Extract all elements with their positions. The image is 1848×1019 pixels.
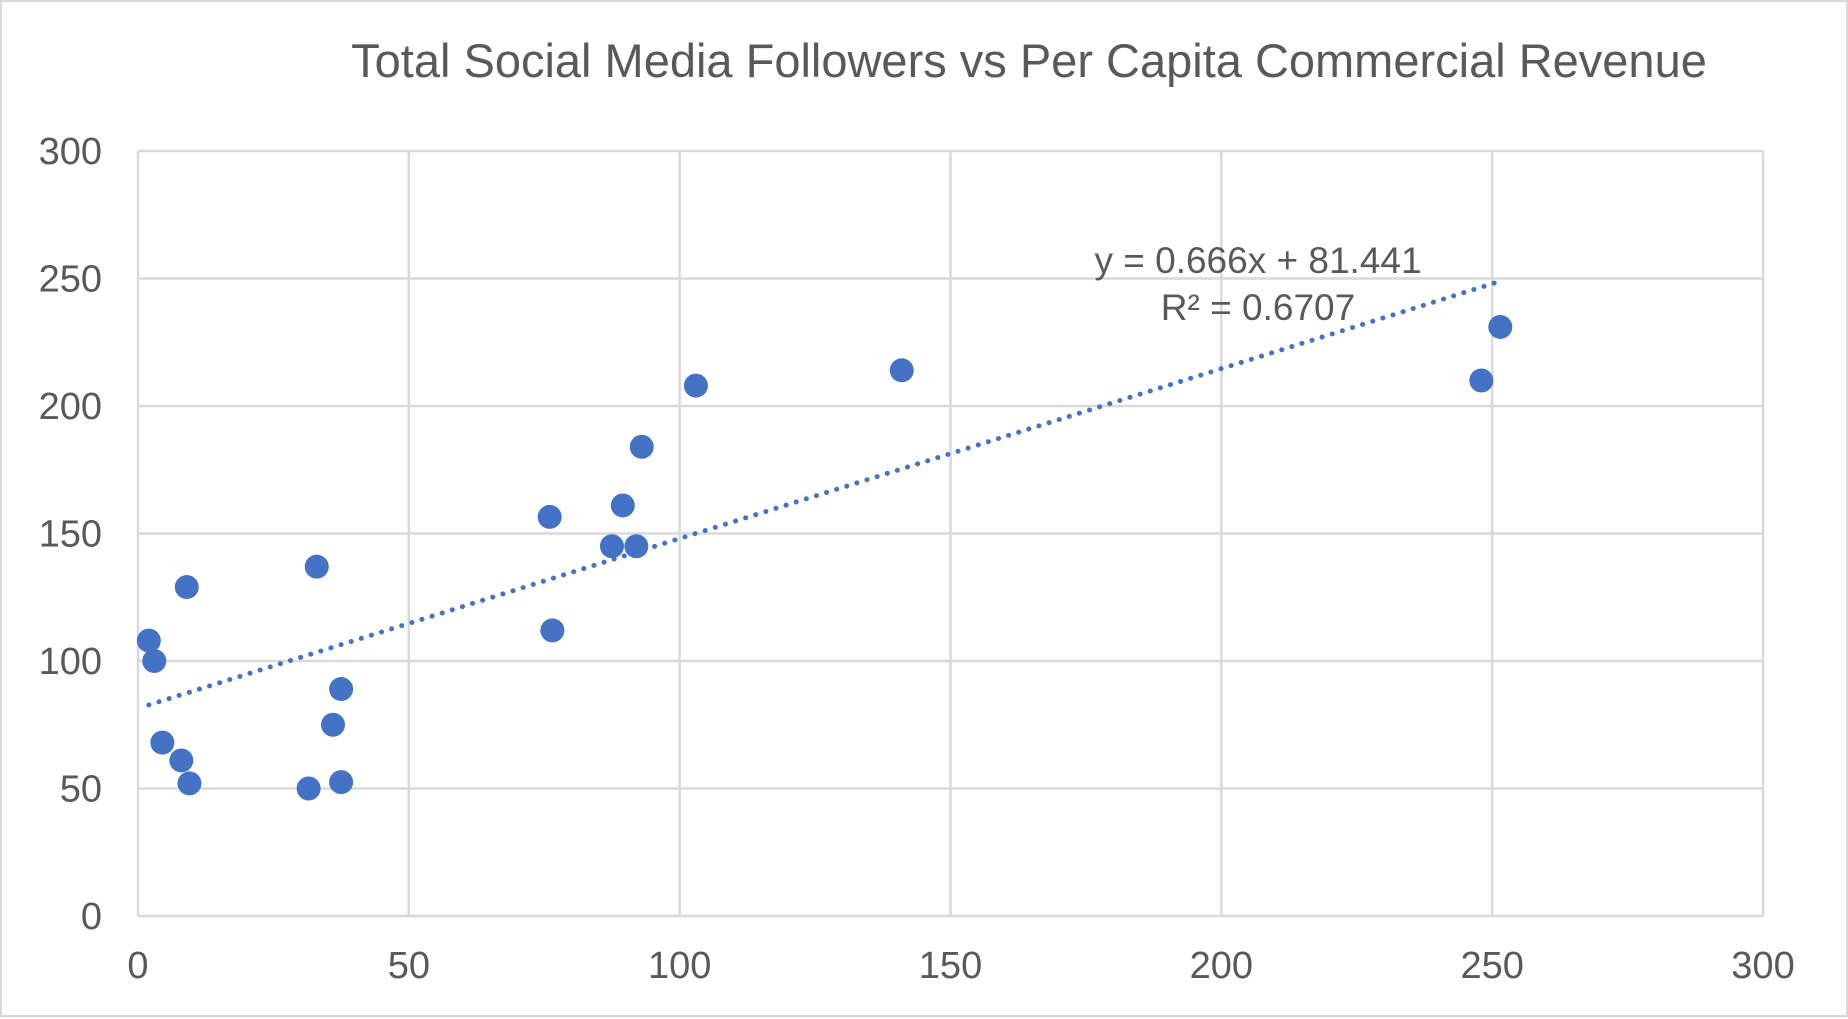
data-point: [1469, 368, 1494, 393]
data-point: [304, 554, 329, 579]
data-point: [169, 748, 194, 773]
trendline-group: [146, 278, 1503, 708]
chart-title: Total Social Media Followers vs Per Capi…: [351, 34, 1707, 87]
y-tick-label: 300: [39, 131, 102, 173]
y-tick-label: 100: [39, 641, 102, 683]
data-point: [629, 434, 654, 459]
y-tick-label: 50: [60, 769, 102, 811]
data-point: [624, 534, 649, 559]
y-tick-label: 0: [81, 896, 102, 938]
data-point: [329, 770, 354, 795]
data-point: [683, 373, 708, 398]
data-point: [329, 677, 354, 702]
x-tick-label: 200: [1190, 945, 1253, 987]
tick-labels: 0 50 100 150 200 250 300 0 50 100 150 200 250 300: [39, 131, 1795, 987]
data-point: [150, 730, 175, 755]
y-tick-label: 200: [39, 386, 102, 428]
data-point: [177, 771, 202, 796]
data-point: [174, 575, 199, 600]
data-point: [296, 776, 321, 801]
x-tick-label: 50: [388, 945, 430, 987]
x-tick-label: 300: [1731, 945, 1794, 987]
x-tick-label: 100: [648, 945, 711, 987]
data-point: [537, 504, 562, 529]
data-point: [599, 534, 624, 559]
x-tick-label: 0: [127, 945, 148, 987]
y-tick-label: 150: [39, 514, 102, 556]
data-point: [889, 358, 914, 383]
data-point: [540, 618, 565, 643]
x-tick-label: 150: [919, 945, 982, 987]
data-point: [1488, 314, 1513, 339]
data-point: [610, 493, 635, 518]
trendline-r-squared: R² = 0.6707: [1161, 287, 1355, 328]
trendline-equation: y = 0.666x + 81.441: [1094, 240, 1421, 281]
data-point: [142, 649, 167, 673]
data-points: [136, 314, 1513, 801]
data-point: [321, 712, 345, 737]
trendline: [146, 278, 1503, 708]
gridlines: [136, 149, 1765, 916]
y-tick-label: 250: [39, 259, 102, 301]
x-tick-label: 250: [1460, 945, 1523, 987]
data-point: [136, 628, 161, 653]
